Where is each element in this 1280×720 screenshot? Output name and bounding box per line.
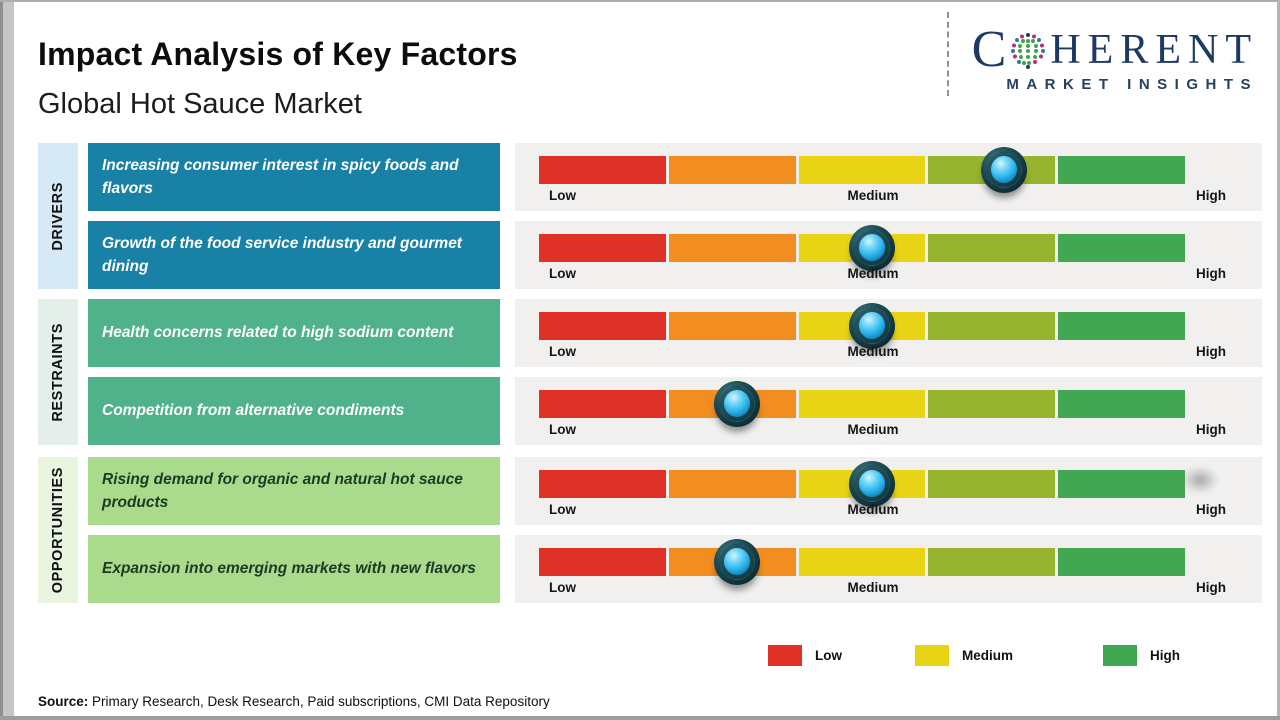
impact-marker xyxy=(714,381,761,427)
group-label: OPPORTUNITIES xyxy=(50,466,66,594)
legend-label: Low xyxy=(815,648,842,663)
source-line: Source: Primary Research, Desk Research,… xyxy=(38,694,550,709)
impact-marker xyxy=(848,461,895,507)
scale-segment-5 xyxy=(1058,470,1185,498)
source-label: Source: xyxy=(38,694,89,709)
impact-scale-bar xyxy=(539,303,1185,349)
scale-label-medium: Medium xyxy=(847,188,899,203)
scale-segment-1 xyxy=(539,312,666,340)
scale-label-high: High xyxy=(1196,344,1226,359)
impact-scale-bar xyxy=(539,147,1185,193)
impact-marker xyxy=(848,225,895,271)
impact-marker xyxy=(981,147,1028,193)
scale-segment-3 xyxy=(798,548,926,576)
impact-scale-bar xyxy=(539,461,1185,507)
page-subtitle: Global Hot Sauce Market xyxy=(38,88,362,120)
scale-segment-2 xyxy=(668,312,796,340)
scale-segment-1 xyxy=(539,470,666,498)
impact-bar-panel: Low Medium High xyxy=(515,299,1262,367)
legend-swatch-high xyxy=(1103,645,1137,666)
group-band-restraints: RESTRAINTS xyxy=(38,299,78,445)
legend-swatch-medium xyxy=(915,645,949,666)
scale-segment-2 xyxy=(668,156,796,184)
scale-segment-4 xyxy=(928,312,1056,340)
impact-scale-bar xyxy=(539,381,1185,427)
scale-label-low: Low xyxy=(549,344,576,359)
scale-label-high: High xyxy=(1196,502,1226,517)
factor-label: Competition from alternative condiments xyxy=(88,377,500,445)
factor-label: Expansion into emerging markets with new… xyxy=(88,535,500,603)
factor-label: Increasing consumer interest in spicy fo… xyxy=(88,143,500,211)
source-text: Primary Research, Desk Research, Paid su… xyxy=(92,694,550,709)
impact-scale-bar xyxy=(539,539,1185,585)
scale-label-medium: Medium xyxy=(847,422,899,437)
logo-globe-icon xyxy=(1011,33,1046,69)
shadow-artifact xyxy=(1181,466,1219,494)
logo-letter-c: C xyxy=(971,21,1007,78)
group-label: DRIVERS xyxy=(50,181,66,251)
page-title: Impact Analysis of Key Factors xyxy=(38,36,518,72)
scale-segment-5 xyxy=(1058,548,1185,576)
impact-bar-panel: Low Medium High xyxy=(515,457,1262,525)
scale-segment-4 xyxy=(928,234,1056,262)
scale-label-low: Low xyxy=(549,422,576,437)
impact-bar-panel: Low Medium High xyxy=(515,143,1262,211)
legend-item-medium: Medium xyxy=(915,645,1013,666)
logo-wordmark: C HERENT xyxy=(948,21,1258,78)
impact-bar-panel: Low Medium High xyxy=(515,221,1262,289)
logo-dashed-divider xyxy=(947,12,949,96)
scale-segment-5 xyxy=(1058,234,1185,262)
scale-segment-4 xyxy=(928,548,1056,576)
scale-segment-1 xyxy=(539,234,666,262)
logo-tagline: MARKET INSIGHTS xyxy=(1006,76,1258,93)
scale-segment-3 xyxy=(798,390,926,418)
legend-item-low: Low xyxy=(768,645,842,666)
impact-bar-panel: Low Medium High xyxy=(515,535,1262,603)
impact-scale-bar xyxy=(539,225,1185,271)
slide-border-left xyxy=(0,0,14,720)
scale-label-medium: Medium xyxy=(847,266,899,281)
slide-border-top xyxy=(0,0,1280,2)
scale-label-low: Low xyxy=(549,266,576,281)
group-band-drivers: DRIVERS xyxy=(38,143,78,289)
scale-label-medium: Medium xyxy=(847,502,899,517)
scale-label-high: High xyxy=(1196,580,1226,595)
company-logo: C HERENT MARKET INSIGHTS xyxy=(948,21,1258,94)
legend-label: High xyxy=(1150,648,1180,663)
legend-item-high: High xyxy=(1103,645,1180,666)
scale-segment-1 xyxy=(539,390,666,418)
scale-segment-2 xyxy=(668,470,796,498)
impact-marker xyxy=(714,539,761,585)
scale-label-high: High xyxy=(1196,266,1226,281)
scale-segment-5 xyxy=(1058,156,1185,184)
impact-bar-panel: Low Medium High xyxy=(515,377,1262,445)
logo-letters-herent: HERENT xyxy=(1050,27,1258,73)
scale-label-medium: Medium xyxy=(847,580,899,595)
impact-marker xyxy=(848,303,895,349)
legend-label: Medium xyxy=(962,648,1014,663)
scale-segment-4 xyxy=(928,390,1056,418)
scale-segment-4 xyxy=(928,470,1056,498)
scale-label-high: High xyxy=(1196,188,1226,203)
scale-segment-5 xyxy=(1058,312,1185,340)
scale-segment-1 xyxy=(539,548,666,576)
scale-segment-2 xyxy=(668,234,796,262)
factor-label: Growth of the food service industry and … xyxy=(88,221,500,289)
slide-border-bottom xyxy=(0,716,1280,720)
scale-label-medium: Medium xyxy=(847,344,899,359)
scale-segment-1 xyxy=(539,156,666,184)
scale-segment-5 xyxy=(1058,390,1185,418)
scale-label-low: Low xyxy=(549,580,576,595)
group-label: RESTRAINTS xyxy=(50,322,66,422)
scale-label-high: High xyxy=(1196,422,1226,437)
legend-swatch-low xyxy=(768,645,802,666)
scale-segment-3 xyxy=(798,156,926,184)
scale-label-low: Low xyxy=(549,502,576,517)
slide-border-right xyxy=(1277,0,1280,720)
scale-label-low: Low xyxy=(549,188,576,203)
group-band-opportunities: OPPORTUNITIES xyxy=(38,457,78,603)
factor-label: Rising demand for organic and natural ho… xyxy=(88,457,500,525)
factor-label: Health concerns related to high sodium c… xyxy=(88,299,500,367)
